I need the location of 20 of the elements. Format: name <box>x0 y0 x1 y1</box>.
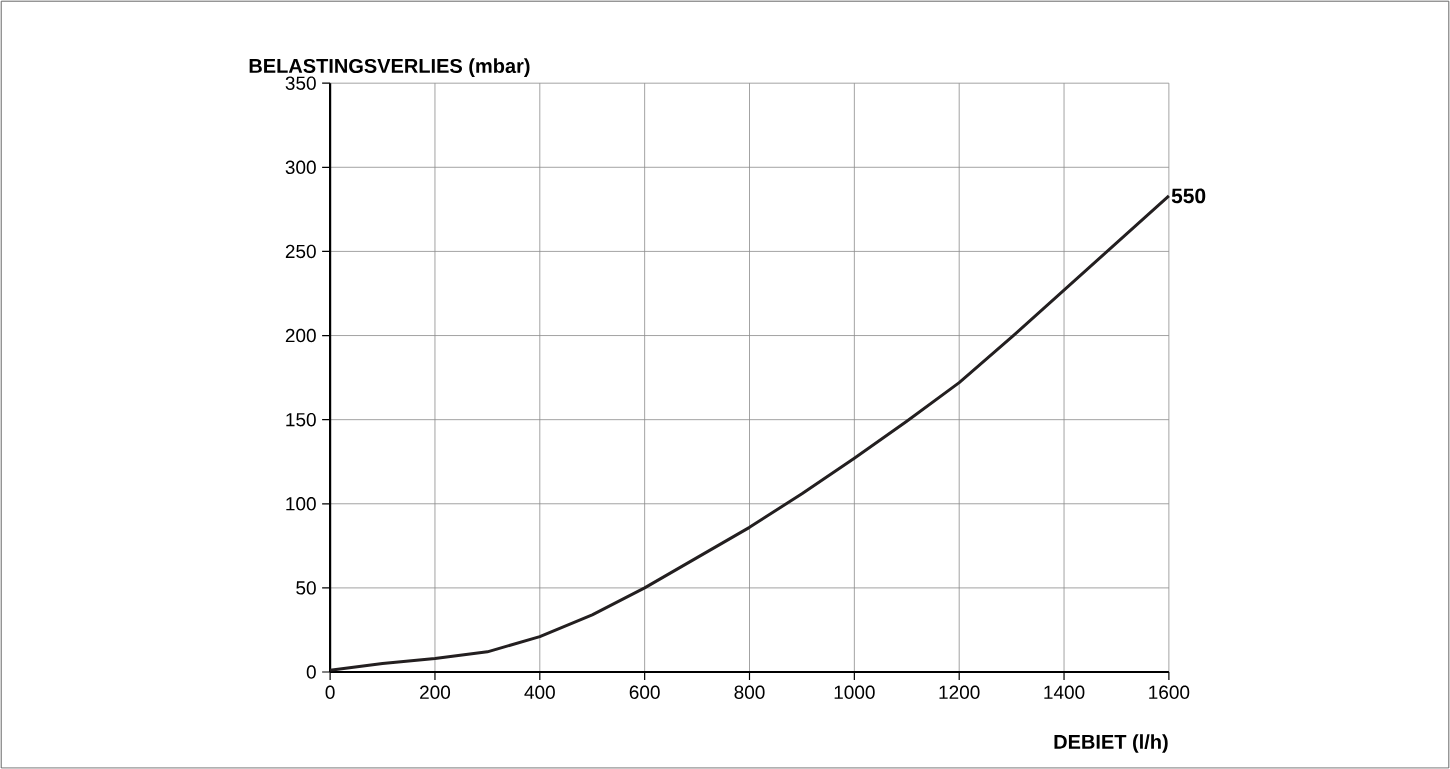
x-tick-label: 1200 <box>939 685 980 699</box>
x-tick-label: 1400 <box>1044 685 1085 699</box>
y-tick-label: 150 <box>286 412 316 427</box>
x-tick-label: 400 <box>524 685 555 699</box>
series-label: 550 <box>1171 188 1206 204</box>
y-tick-label: 0 <box>306 665 316 679</box>
y-tick-label: 350 <box>285 76 316 90</box>
y-tick-label: 50 <box>296 581 316 595</box>
x-tick-label: 800 <box>734 685 765 699</box>
x-tick-label: 1600 <box>1149 685 1190 699</box>
x-tick-label: 1000 <box>834 685 875 699</box>
x-tick-label: 0 <box>325 685 335 699</box>
x-tick-label: 600 <box>629 685 660 699</box>
x-tick-label: 200 <box>420 685 451 699</box>
x-axis-title: DEBIET (l/h) <box>1054 734 1168 753</box>
y-tick-label: 100 <box>286 496 316 511</box>
y-tick-label: 300 <box>285 160 316 174</box>
y-tick-label: 200 <box>285 328 316 343</box>
y-tick-label: 250 <box>285 244 316 259</box>
y-axis-title: BELASTINGSVERLIES (mbar) <box>249 58 530 77</box>
